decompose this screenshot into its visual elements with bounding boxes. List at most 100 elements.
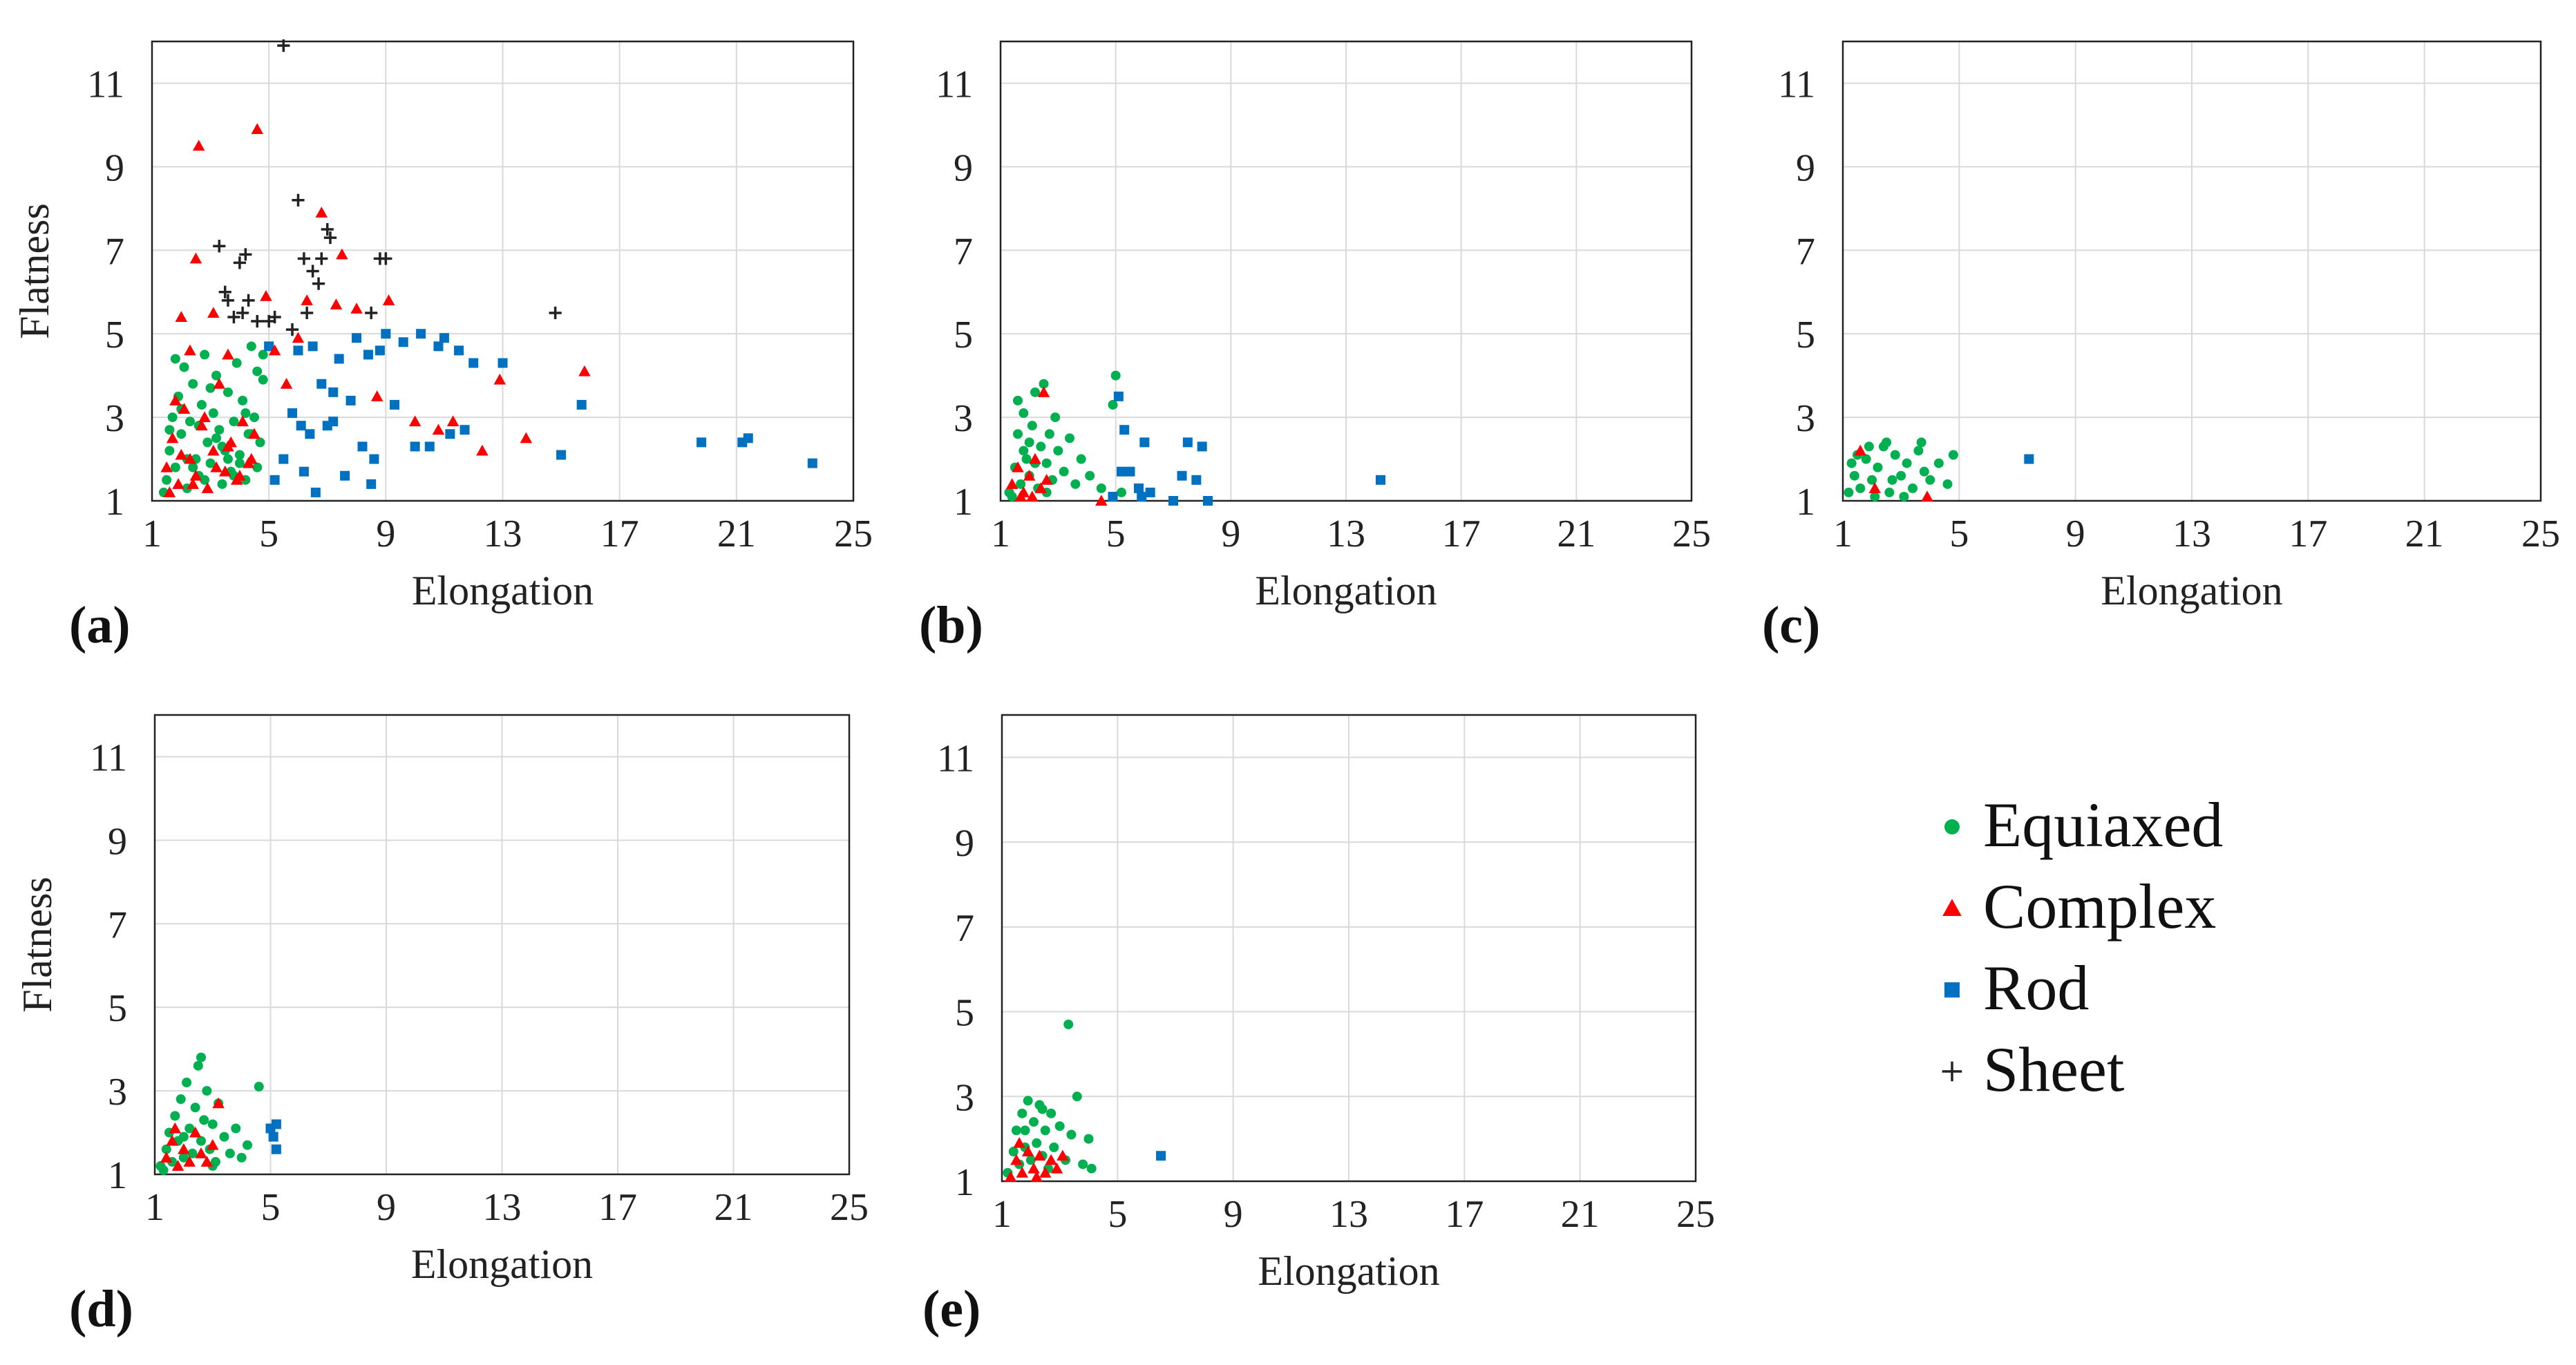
x-tick-label: 17 (2289, 513, 2327, 555)
equiaxed-point (252, 462, 263, 472)
equiaxed-point (190, 1102, 200, 1113)
complex-point (245, 452, 258, 464)
complex-point (1034, 482, 1048, 493)
equiaxed-point (222, 387, 233, 397)
complex-point (189, 1126, 202, 1138)
series-complex (160, 1097, 225, 1171)
complex-point (1026, 490, 1039, 502)
plot-frame (1001, 714, 1697, 1183)
y-tick-label: 11 (87, 63, 124, 106)
sheet-point (312, 277, 325, 290)
y-tick-label: 11 (1778, 63, 1815, 106)
y-tick-label: 7 (954, 230, 973, 273)
rod-point (278, 454, 289, 464)
equiaxed-point (205, 458, 216, 468)
complex-point (196, 419, 208, 431)
equiaxed-point (234, 458, 245, 468)
equiaxed-point (176, 429, 187, 439)
sheet-point (297, 252, 311, 265)
equiaxed-point (1039, 379, 1049, 389)
y-tick-label: 5 (1796, 314, 1815, 356)
equiaxed-point (1887, 475, 1897, 485)
equiaxed-point (1844, 487, 1854, 497)
equiaxed-point (1078, 1159, 1088, 1170)
sheet-point (233, 256, 246, 269)
rod-point (269, 475, 280, 485)
complex-point (195, 1147, 207, 1158)
complex-point (207, 444, 220, 456)
sheet-point (323, 231, 337, 245)
complex-point (476, 444, 489, 456)
complex-point (236, 415, 249, 427)
equiaxed-point (1036, 441, 1046, 452)
sheet-point (315, 252, 328, 265)
complex-point (218, 465, 231, 477)
complex-point (212, 1097, 225, 1109)
equiaxed-point (164, 425, 175, 435)
complex-point (301, 294, 313, 305)
complex-point (1029, 452, 1041, 464)
complex-point (207, 307, 220, 318)
series-complex (1854, 444, 1933, 502)
plot-frame (999, 40, 1693, 502)
rod-point (268, 1132, 278, 1142)
rod-point (433, 341, 444, 352)
equiaxed-point (1925, 475, 1935, 485)
complex-point (1005, 478, 1019, 489)
complex-point (201, 482, 214, 493)
complex-point (315, 207, 328, 218)
x-tick-label: 13 (1329, 1193, 1368, 1236)
equiaxed-point (1870, 491, 1880, 502)
equiaxed-point (208, 408, 218, 419)
series-complex (1004, 1137, 1069, 1182)
y-tick-label: 11 (90, 736, 127, 779)
x-tick-label: 1 (991, 513, 1010, 555)
series-equiaxed (155, 1052, 264, 1175)
equiaxed-point (205, 383, 216, 393)
series-equiaxed (1844, 437, 1958, 502)
complex-point (1033, 1149, 1046, 1161)
rod-point (2024, 454, 2034, 464)
series-equiaxed (1003, 1019, 1097, 1178)
y-tick-label: 7 (1796, 230, 1815, 273)
equiaxed-point (1948, 450, 1958, 460)
equiaxed-point (162, 475, 172, 485)
complex-point (1039, 1166, 1052, 1178)
rod-point (381, 329, 391, 339)
rod-point (807, 458, 817, 468)
complex-point (198, 411, 211, 423)
equiaxed-point (200, 350, 210, 360)
rod-point (697, 437, 707, 448)
y-tick-label: 3 (1796, 397, 1815, 440)
y-tick-label: 9 (954, 146, 973, 189)
legend-entry-rod: Rod (1944, 953, 2089, 1023)
x-tick-label: 17 (1445, 1193, 1484, 1236)
x-axis-label: Elongation (411, 1241, 593, 1287)
equiaxed-point (1902, 458, 1912, 468)
legend-label: Sheet (1983, 1034, 2125, 1105)
series-rod (2024, 454, 2034, 464)
sheet-point (321, 222, 334, 236)
series-equiaxed (1004, 370, 1126, 502)
equiaxed-point (1884, 487, 1895, 497)
complex-point (1013, 1137, 1025, 1148)
complex-point (222, 348, 234, 360)
equiaxed-point (1873, 462, 1883, 472)
equiaxed-point (217, 479, 227, 489)
equiaxed-point (178, 1132, 189, 1142)
rod-point (363, 350, 373, 360)
rod-point (357, 441, 368, 452)
x-tick-label: 17 (1442, 513, 1481, 555)
complex-point (163, 486, 176, 497)
equiaxed-point (225, 1148, 235, 1158)
complex-point (1027, 1162, 1040, 1174)
equiaxed-point (1011, 1125, 1021, 1136)
plot-frame (153, 714, 851, 1176)
y-tick-label: 1 (108, 1154, 127, 1197)
equiaxed-point (214, 425, 225, 435)
sheet-point (236, 306, 249, 320)
equiaxed-point (176, 1094, 186, 1105)
